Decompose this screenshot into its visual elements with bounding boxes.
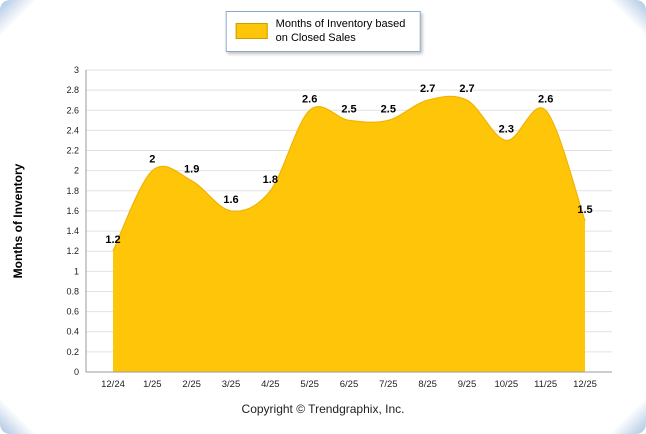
svg-text:1.8: 1.8 [263, 174, 278, 186]
svg-text:2.6: 2.6 [538, 93, 553, 105]
copyright-text: Copyright © Trendgraphix, Inc. [241, 402, 405, 416]
legend-label: Months of Inventory based on Closed Sale… [276, 17, 406, 46]
y-axis-ticks: 0 0.2 0.4 0.6 0.8 1 1.2 1.4 1.6 1.8 2 2.2 2.4 2.6 2.8 3 [66, 65, 79, 377]
svg-text:1.6: 1.6 [223, 194, 238, 206]
area-series [113, 96, 585, 372]
svg-text:0.4: 0.4 [66, 327, 79, 337]
svg-text:0: 0 [74, 367, 79, 377]
svg-text:12/25: 12/25 [573, 379, 597, 390]
svg-text:9/25: 9/25 [458, 379, 477, 390]
svg-text:2.6: 2.6 [66, 105, 79, 115]
legend-swatch-icon [235, 23, 268, 40]
svg-text:12/24: 12/24 [101, 379, 125, 390]
inventory-area-chart: 0 0.2 0.4 0.6 0.8 1 1.2 1.4 1.6 1.8 2 2.2 2.4 2.6 2.8 3… [66, 65, 612, 390]
svg-text:6/25: 6/25 [340, 379, 359, 390]
chart-legend: Months of Inventory based on Closed Sale… [225, 11, 421, 52]
svg-text:1.9: 1.9 [184, 164, 199, 176]
value-labels: 1.2 2 1.9 1.6 1.8 2.6 2.5 2.5 2.7 2.7 2.3 2.6 1.5 [105, 83, 592, 246]
svg-text:2.8: 2.8 [66, 85, 79, 95]
svg-text:2: 2 [74, 166, 79, 176]
svg-text:1.4: 1.4 [66, 226, 79, 236]
svg-text:4/25: 4/25 [261, 379, 280, 390]
chart-plot: 0 0.2 0.4 0.6 0.8 1 1.2 1.4 1.6 1.8 2 2.2 2.4 2.6 2.8 3… [66, 65, 612, 390]
svg-text:1.2: 1.2 [105, 234, 120, 246]
svg-text:5/25: 5/25 [300, 379, 319, 390]
svg-text:11/25: 11/25 [534, 379, 557, 390]
axes [85, 70, 612, 373]
svg-text:1.6: 1.6 [66, 206, 79, 216]
svg-text:2.4: 2.4 [66, 125, 79, 135]
area-series-outline [112, 95, 586, 252]
svg-text:3/25: 3/25 [222, 379, 241, 390]
svg-text:1/25: 1/25 [143, 379, 162, 390]
svg-text:1.8: 1.8 [66, 186, 79, 196]
legend-label-line2: on Closed Sales [275, 32, 356, 45]
svg-text:2: 2 [149, 154, 155, 166]
svg-text:1.5: 1.5 [577, 204, 592, 216]
svg-text:2.5: 2.5 [381, 103, 396, 115]
svg-text:1.2: 1.2 [66, 246, 79, 256]
svg-text:2.5: 2.5 [341, 103, 356, 115]
x-axis-ticks: 12/24 1/25 2/25 3/25 4/25 5/25 6/25 7/25 8/25 9/2… [101, 379, 597, 390]
svg-text:0.8: 0.8 [66, 286, 79, 296]
svg-text:2.2: 2.2 [66, 146, 79, 156]
svg-text:0.2: 0.2 [66, 347, 79, 357]
svg-text:2.6: 2.6 [302, 93, 317, 105]
svg-text:1: 1 [74, 266, 79, 276]
svg-text:7/25: 7/25 [379, 379, 398, 390]
y-axis-title: Months of Inventory [11, 163, 25, 279]
svg-text:2/25: 2/25 [182, 379, 201, 390]
svg-text:3: 3 [74, 65, 79, 75]
svg-text:10/25: 10/25 [494, 379, 518, 390]
svg-text:8/25: 8/25 [418, 379, 437, 390]
legend-label-line1: Months of Inventory based [275, 18, 406, 30]
svg-text:2.7: 2.7 [420, 83, 435, 95]
svg-text:2.7: 2.7 [459, 83, 474, 95]
svg-text:0.6: 0.6 [66, 307, 79, 317]
svg-text:2.3: 2.3 [499, 123, 514, 135]
